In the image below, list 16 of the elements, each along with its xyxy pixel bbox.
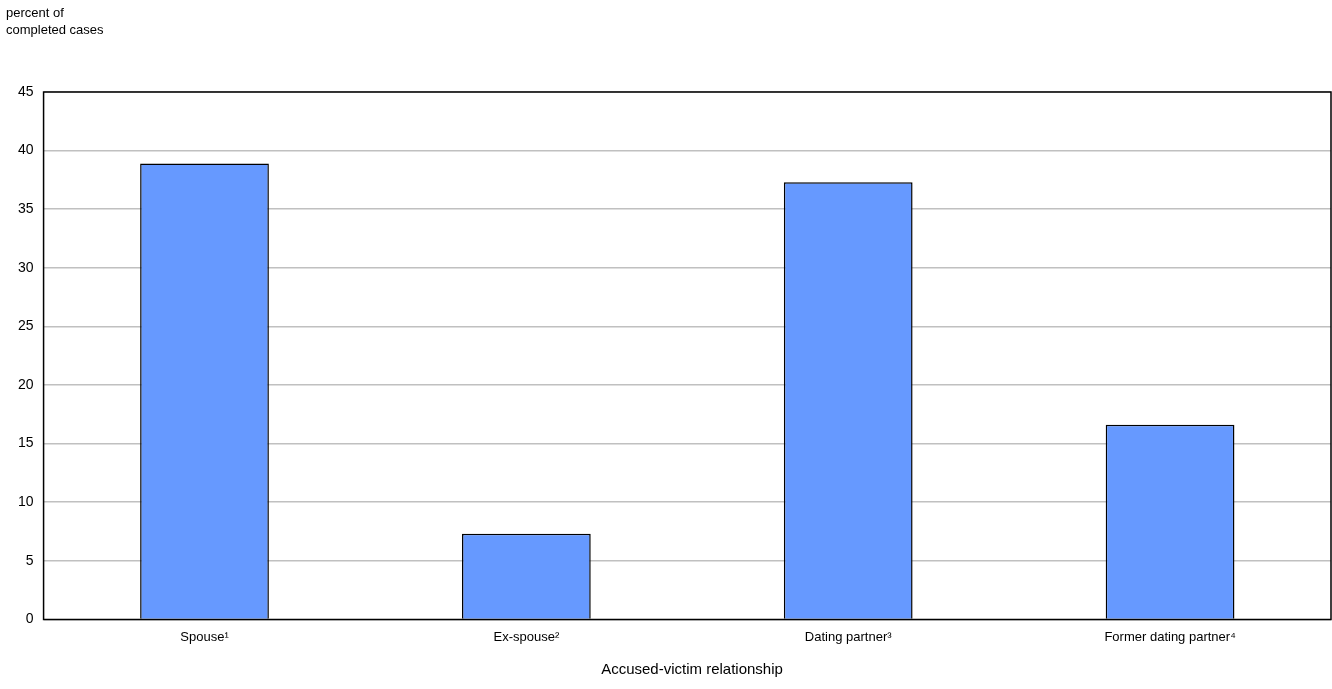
- y-tick-label: 0: [25, 610, 34, 627]
- y-tick-label: 5: [25, 551, 34, 568]
- y-tick-label: 30: [17, 258, 34, 275]
- x-tick-label: Ex-spouse²: [493, 628, 560, 644]
- x-axis-title: Accused-victim relationship: [600, 660, 784, 677]
- y-tick-label: 35: [17, 200, 34, 217]
- y-tick-label: 15: [17, 434, 34, 451]
- y-tick-label: 45: [17, 82, 34, 99]
- y-axis-title: percent of completed cases: [6, 4, 105, 38]
- y-tick-label: 20: [17, 375, 34, 392]
- y-tick-label: 40: [17, 141, 34, 158]
- y-tick-label: 25: [17, 317, 34, 334]
- y-tick-label: 10: [17, 493, 34, 510]
- x-tick-label: Former dating partner⁴: [1104, 628, 1236, 644]
- x-tick-label: Spouse¹: [180, 628, 230, 644]
- x-tick-label: Dating partner³: [804, 628, 893, 644]
